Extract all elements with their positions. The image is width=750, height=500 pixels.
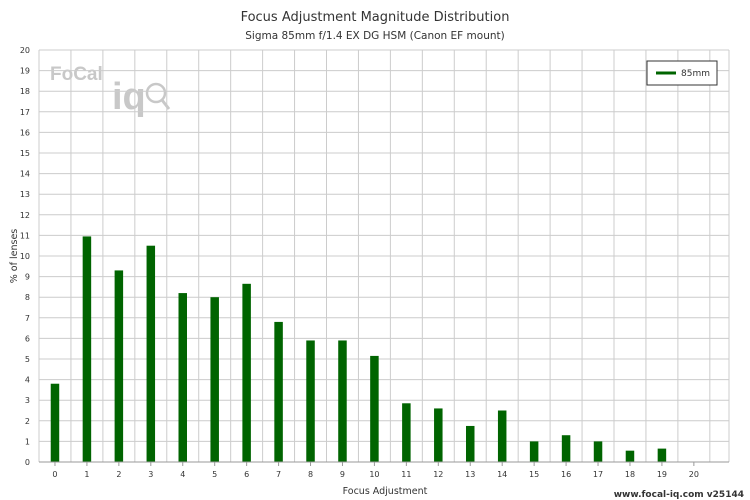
bar [114,270,124,462]
y-tick-label: 14 [20,170,30,179]
bar [561,435,571,462]
y-tick-label: 17 [20,108,30,117]
y-tick-label: 10 [20,252,30,261]
y-tick-label: 11 [20,231,30,240]
x-tick-label: 10 [369,470,379,479]
legend-label: 85mm [681,69,710,79]
y-tick-label: 5 [25,355,30,364]
y-tick-label: 19 [20,67,30,76]
bar [497,410,507,462]
y-tick-label: 8 [25,293,30,302]
y-tick-label: 18 [20,87,30,96]
y-tick-label: 3 [25,396,30,405]
x-tick-label: 17 [593,470,603,479]
y-tick-label: 7 [25,314,30,323]
bar [593,441,603,462]
x-tick-label: 2 [116,470,121,479]
y-axis-title: % of lenses [9,229,20,284]
x-tick-label: 15 [529,470,539,479]
x-tick-label: 1 [84,470,89,479]
bar [402,403,411,462]
bar [657,448,667,462]
bar [306,340,315,462]
footer-text: www.focal-iq.com v25144 [614,490,744,500]
y-tick-label: 0 [25,458,30,467]
chart-subtitle: Sigma 85mm f/1.4 EX DG HSM (Canon EF mou… [245,30,504,42]
bar [146,245,156,462]
y-tick-label: 9 [25,273,30,282]
bar [50,383,60,462]
bar [529,441,539,462]
y-tick-label: 16 [20,128,30,137]
x-tick-label: 18 [625,470,635,479]
legend: 85mm [646,60,718,86]
bars [50,236,667,462]
x-tick-label: 14 [497,470,507,479]
y-tick-label: 6 [25,334,30,343]
x-tick-label: 6 [244,470,249,479]
bar [178,293,187,462]
chart-title: Focus Adjustment Magnitude Distribution [241,10,510,25]
bar [434,408,443,462]
x-tick-label: 0 [52,470,57,479]
x-tick-label: 11 [401,470,411,479]
x-tick-label: 13 [465,470,475,479]
x-tick-label: 5 [212,470,217,479]
logo-text-bottom: iq [112,76,146,118]
x-tick-label: 16 [561,470,571,479]
x-tick-label: 9 [340,470,345,479]
y-tick-label: 20 [20,46,30,55]
x-axis-title: Focus Adjustment [343,486,428,497]
logo-text-top: FoCal [50,64,103,85]
y-tick-label: 13 [20,190,30,199]
bar [338,340,347,462]
x-tick-label: 20 [689,470,699,479]
focal-iq-logo: FoCal iq [50,64,171,118]
bar [625,450,635,462]
x-tick-label: 3 [148,470,153,479]
y-tick-label: 4 [25,376,30,385]
y-tick-label: 2 [25,417,30,426]
y-tick-label: 15 [20,149,30,158]
x-tick-label: 12 [433,470,443,479]
bar [210,297,219,462]
x-tick-label: 4 [180,470,185,479]
bar [466,425,475,462]
grid [38,49,730,463]
x-tick-label: 8 [308,470,313,479]
y-tick-label: 12 [20,211,30,220]
bar [82,236,92,462]
y-tick-label: 1 [25,437,30,446]
bar [370,355,379,462]
x-tick-label: 7 [276,470,281,479]
bar [242,283,251,462]
magnifier-icon [145,82,167,104]
x-tick-label: 19 [657,470,667,479]
bar [274,321,283,462]
